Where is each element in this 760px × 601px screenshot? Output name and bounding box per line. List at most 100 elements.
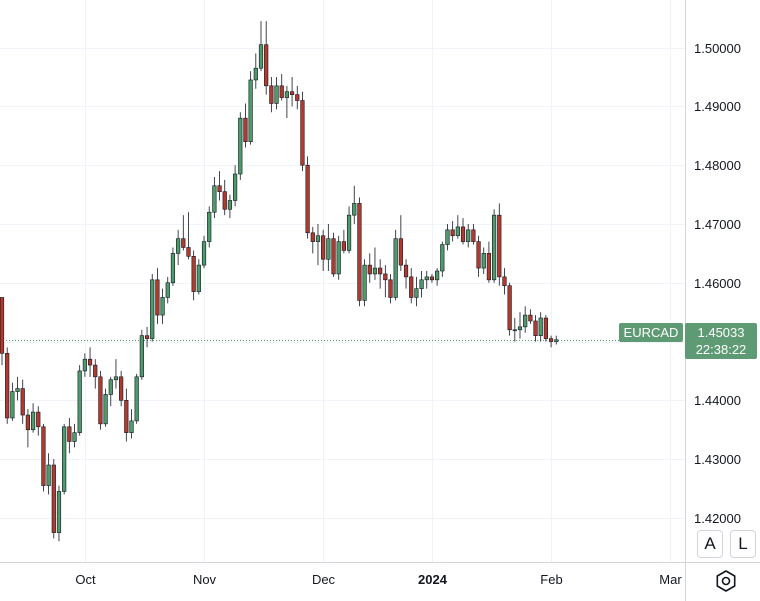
- candle-body-up: [315, 235, 321, 242]
- candle: [471, 223, 476, 245]
- candle: [51, 459, 56, 539]
- candle: [295, 85, 300, 110]
- candle: [5, 347, 10, 424]
- candle-body-up: [238, 117, 243, 175]
- candle: [139, 329, 144, 380]
- log-scale-button[interactable]: L: [730, 530, 756, 558]
- candle-body-down: [305, 164, 310, 234]
- candle: [331, 232, 336, 277]
- candle-body-up: [176, 238, 181, 254]
- candle-body-up: [62, 426, 67, 492]
- symbol-price-tag: EURCAD 1.45033 22:38:22: [619, 323, 757, 359]
- candle-body-up: [517, 326, 523, 331]
- candle: [144, 326, 150, 348]
- candle: [248, 71, 253, 145]
- candle-body-up: [227, 200, 233, 210]
- candle-body-up: [170, 253, 176, 284]
- candle-body-up: [108, 379, 113, 395]
- candle-body-down: [186, 247, 191, 257]
- candle-body-up: [30, 411, 36, 431]
- candle: [243, 103, 248, 148]
- candle-body-down: [367, 264, 372, 275]
- time-axis[interactable]: Oct Nov Dec 2024 Feb Mar: [75, 572, 682, 587]
- candle-body-up: [440, 244, 445, 272]
- candle: [212, 176, 217, 219]
- candle: [357, 197, 362, 307]
- candle: [238, 112, 243, 180]
- auto-scale-button[interactable]: A: [697, 530, 723, 558]
- last-price-value: 1.45033: [698, 325, 745, 340]
- price-tick-label: 1.42000: [694, 511, 741, 526]
- candle: [155, 268, 160, 324]
- candle-body-down: [87, 358, 93, 366]
- candle-body-up: [139, 335, 144, 378]
- candle: [398, 215, 403, 272]
- candle-body-down: [450, 229, 455, 237]
- candle: [414, 276, 419, 307]
- candle: [82, 353, 87, 377]
- candle-body-up: [129, 420, 134, 433]
- candle-body-down: [300, 100, 305, 166]
- candle: [517, 312, 523, 339]
- candle: [383, 265, 388, 298]
- candle: [388, 273, 393, 304]
- candle: [341, 229, 346, 254]
- candle: [30, 403, 36, 433]
- candle-body-down: [119, 376, 124, 401]
- candle-body-down: [383, 273, 388, 281]
- candle-body-up: [10, 391, 15, 419]
- candle-body-up: [201, 241, 207, 266]
- candle: [98, 370, 103, 430]
- candle: [486, 241, 492, 283]
- candle: [279, 74, 284, 101]
- candle: [310, 226, 315, 254]
- candle-body-up: [523, 314, 528, 328]
- candle-body-down: [124, 400, 129, 433]
- candle-body-down: [429, 276, 435, 281]
- candle-body-down: [533, 320, 538, 336]
- candle-body-down: [341, 241, 346, 251]
- time-tick-label: Oct: [75, 572, 96, 587]
- candle: [150, 273, 155, 342]
- price-axis[interactable]: 1.500001.490001.480001.470001.460001.450…: [694, 41, 741, 526]
- candle-body-down: [243, 117, 248, 142]
- candle: [300, 91, 305, 172]
- candle-body-up: [113, 376, 119, 381]
- candle: [62, 423, 67, 495]
- candle-body-down: [471, 229, 476, 242]
- candle-body-down: [388, 279, 393, 298]
- candle: [424, 271, 429, 289]
- candle: [455, 215, 460, 239]
- settings-gear-icon[interactable]: [713, 568, 739, 594]
- candle-body-down: [155, 279, 160, 316]
- candle-body-up: [72, 432, 77, 442]
- candle: [326, 223, 331, 272]
- candle-body-down: [528, 314, 533, 322]
- candle-body-up: [103, 394, 108, 425]
- candle: [87, 347, 93, 377]
- time-tick-label: Mar: [659, 572, 682, 587]
- candle-body-down: [398, 238, 403, 266]
- candle-body-up: [56, 491, 62, 533]
- candle-body-down: [25, 414, 31, 431]
- candle: [77, 365, 82, 436]
- candle-body-down: [403, 264, 409, 278]
- candle-body-down: [144, 335, 150, 339]
- candle: [170, 247, 176, 286]
- candle: [284, 85, 290, 119]
- candle-body-down: [222, 191, 227, 210]
- candle-body-down: [0, 297, 5, 354]
- candle-body-down: [310, 232, 315, 242]
- candle: [134, 373, 139, 424]
- candle: [403, 259, 409, 289]
- price-tick-label: 1.47000: [694, 217, 741, 232]
- candle: [72, 423, 77, 448]
- candle-body-up: [212, 185, 217, 213]
- candle-body-down: [67, 426, 72, 442]
- candle-body-up: [258, 44, 264, 69]
- candle: [93, 359, 98, 389]
- candle: [435, 268, 440, 286]
- candle: [274, 77, 279, 110]
